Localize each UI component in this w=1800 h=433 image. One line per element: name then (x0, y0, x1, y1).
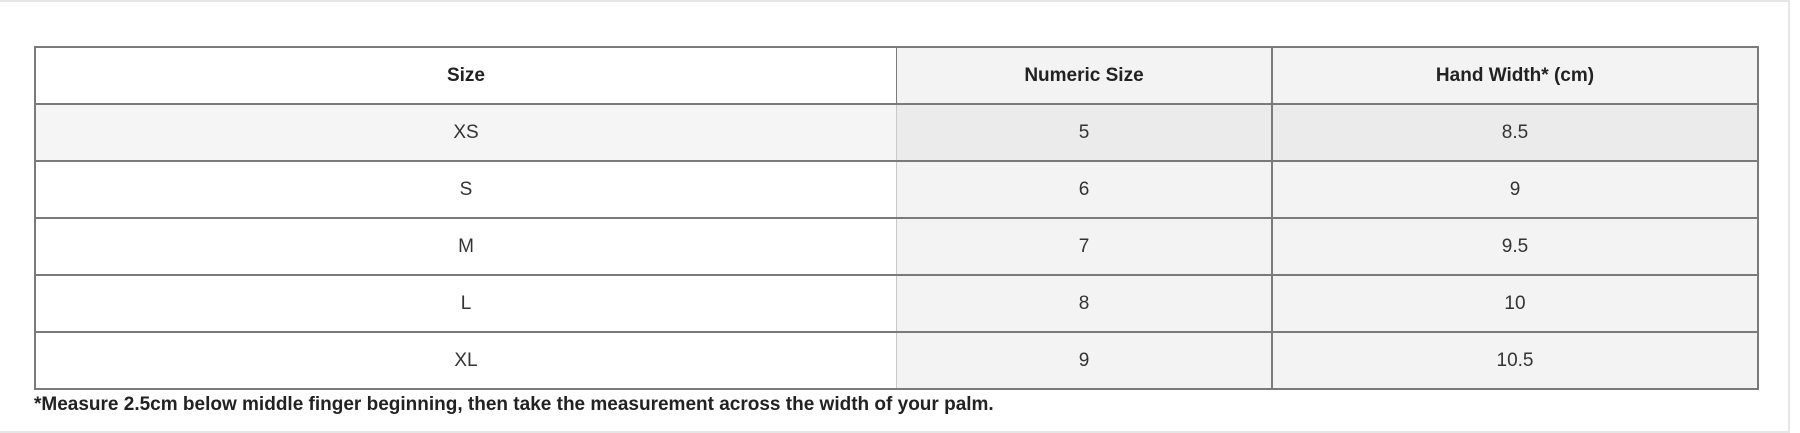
cell-hand-width: 8.5 (1272, 103, 1758, 162)
table-row: XL 9 10.5 (35, 331, 1758, 390)
cell-size: L (35, 274, 897, 333)
cell-numeric-size: 9 (896, 331, 1273, 390)
cell-numeric-size: 7 (896, 217, 1273, 276)
table-row: XS 5 8.5 (35, 103, 1758, 162)
cell-numeric-size: 5 (896, 103, 1273, 162)
cell-size: XL (35, 331, 897, 390)
cell-hand-width: 9 (1272, 160, 1758, 219)
cell-size: S (35, 160, 897, 219)
header-numeric-size: Numeric Size (896, 46, 1273, 105)
table-row: S 6 9 (35, 160, 1758, 219)
cell-size: M (35, 217, 897, 276)
cell-size: XS (35, 103, 897, 162)
header-hand-width: Hand Width* (cm) (1272, 46, 1758, 105)
cell-numeric-size: 8 (896, 274, 1273, 333)
measurement-footnote: *Measure 2.5cm below middle finger begin… (34, 394, 994, 415)
cell-hand-width: 10.5 (1272, 331, 1758, 390)
table-row: L 8 10 (35, 274, 1758, 333)
table-header-row: Size Numeric Size Hand Width* (cm) (35, 46, 1758, 105)
header-size: Size (35, 46, 897, 105)
size-chart-table: Size Numeric Size Hand Width* (cm) XS 5 … (34, 46, 1759, 390)
cell-hand-width: 9.5 (1272, 217, 1758, 276)
cell-hand-width: 10 (1272, 274, 1758, 333)
cell-numeric-size: 6 (896, 160, 1273, 219)
table-row: M 7 9.5 (35, 217, 1758, 276)
